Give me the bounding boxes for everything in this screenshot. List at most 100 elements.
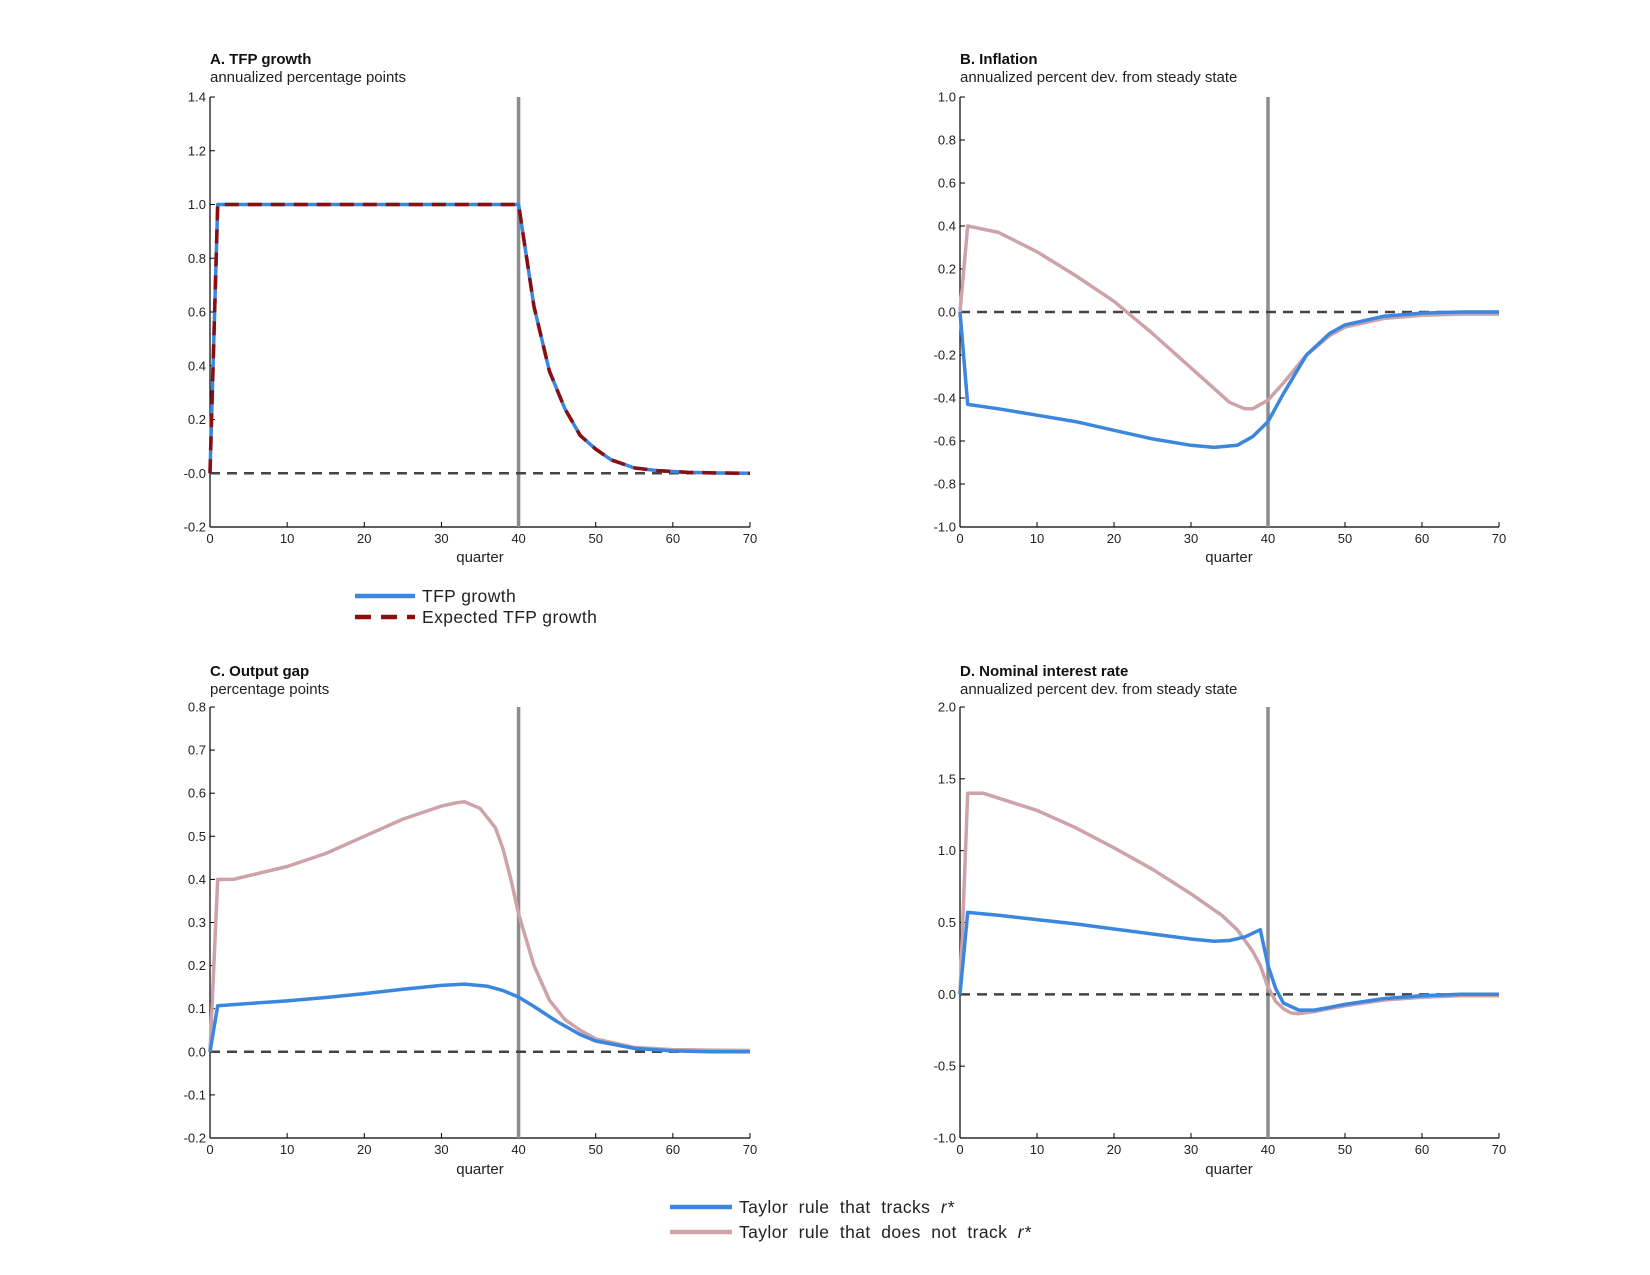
panel-d-series-pink-line — [958, 791, 1499, 1016]
legend-tracks-rstar-text: Taylor rule that tracks — [739, 1197, 941, 1217]
panel-b-ytick-label: -0.8 — [934, 477, 956, 492]
legend-tracks-rstar-symbol: r* — [941, 1197, 955, 1217]
panel-a-ytick-label: -0.0 — [184, 466, 206, 481]
panel-b-series-pink-line — [958, 224, 1499, 411]
panel-a-ytick-label: -0.2 — [184, 520, 206, 535]
panel-d-xtick-label: 10 — [1030, 1142, 1044, 1157]
panel-a-xtick-label: 50 — [588, 531, 602, 546]
panel-c-ytick-label: -0.1 — [184, 1087, 206, 1102]
legend-taylor-rules: Taylor rule that tracks r* Taylor rule t… — [670, 1197, 1032, 1242]
panel-d-ytick-label: 0.0 — [938, 987, 956, 1002]
panel-d-xtick-label: 30 — [1184, 1142, 1198, 1157]
panel-d-nominal-interest-rate: D. Nominal interest rate annualized perc… — [934, 663, 1507, 1178]
panel-c-xtick-label: 20 — [357, 1142, 371, 1157]
panel-b-xtick-label: 50 — [1338, 531, 1352, 546]
panel-a-ytick-label: 1.0 — [188, 197, 206, 212]
panel-a-ytick-label: 0.6 — [188, 305, 206, 320]
panel-c-xtick-label: 60 — [666, 1142, 680, 1157]
panel-b-ytick-label: -1.0 — [934, 520, 956, 535]
panel-b-xtick-label: 60 — [1415, 531, 1429, 546]
legend-tfp-growth-label: TFP growth — [422, 586, 516, 606]
panel-b-xlabel: quarter — [1205, 549, 1253, 566]
panel-c-subtitle: percentage points — [210, 681, 329, 698]
panel-c-ytick-label: 0.3 — [188, 915, 206, 930]
panel-b-ytick-label: -0.2 — [934, 348, 956, 363]
panel-c-xtick-label: 50 — [588, 1142, 602, 1157]
panel-b-ytick-label: 0.2 — [938, 262, 956, 277]
panel-d-xtick-label: 50 — [1338, 1142, 1352, 1157]
panel-b-xtick-label: 0 — [956, 531, 963, 546]
legend-tfp: TFP growth Expected TFP growth — [355, 586, 597, 627]
panel-d-ytick-label: -1.0 — [934, 1131, 956, 1146]
panel-c-ytick-label: 0.7 — [188, 743, 206, 758]
legend-not-tracks-rstar-label: Taylor rule that does not track r* — [739, 1222, 1032, 1242]
panel-c-xtick-label: 0 — [206, 1142, 213, 1157]
panel-b-ytick-label: 0.4 — [938, 219, 956, 234]
panel-d-xtick-label: 70 — [1492, 1142, 1506, 1157]
panel-a-xtick-label: 0 — [206, 531, 213, 546]
panel-c-series-blue-line — [208, 982, 750, 1054]
panel-a-ytick-label: 0.2 — [188, 412, 206, 427]
panel-c-xtick-label: 10 — [280, 1142, 294, 1157]
legend-not-tracks-rstar-symbol: r* — [1018, 1222, 1032, 1242]
panel-a-xtick-label: 60 — [666, 531, 680, 546]
panel-d-ytick-label: 0.5 — [938, 915, 956, 930]
panel-b-xtick-label: 40 — [1261, 531, 1275, 546]
panel-a-ytick-label: 0.4 — [188, 358, 206, 373]
panel-c-ytick-label: 0.1 — [188, 1001, 206, 1016]
panel-b-ytick-label: -0.4 — [934, 391, 956, 406]
panel-b-inflation: B. Inflation annualized percent dev. fro… — [934, 51, 1507, 566]
panel-d-series-blue-line — [958, 910, 1499, 1012]
panel-a-xlabel: quarter — [456, 549, 504, 566]
panel-b-ytick-label: 0.8 — [938, 133, 956, 148]
panel-b-xtick-label: 20 — [1107, 531, 1121, 546]
panel-c-xlabel: quarter — [456, 1161, 504, 1178]
legend-tracks-rstar-label: Taylor rule that tracks r* — [739, 1197, 955, 1217]
panel-b-xtick-label: 70 — [1492, 531, 1506, 546]
panel-b-title: B. Inflation — [960, 51, 1038, 68]
panel-c-ytick-label: 0.0 — [188, 1044, 206, 1059]
panel-b-ytick-label: 1.0 — [938, 90, 956, 105]
panel-a-subtitle: annualized percentage points — [210, 69, 406, 86]
panel-b-subtitle: annualized percent dev. from steady stat… — [960, 69, 1237, 86]
panel-a-series-darkred-line — [208, 202, 751, 476]
panel-d-xtick-label: 20 — [1107, 1142, 1121, 1157]
panel-c-xtick-label: 40 — [511, 1142, 525, 1157]
panel-d-ytick-label: -0.5 — [934, 1059, 956, 1074]
panel-a-xtick-label: 40 — [511, 531, 525, 546]
panel-a-series-blue-line — [208, 202, 751, 476]
panel-d-xtick-label: 0 — [956, 1142, 963, 1157]
panel-b-xtick-label: 10 — [1030, 531, 1044, 546]
panel-c-ytick-label: 0.4 — [188, 872, 206, 887]
panel-d-ytick-label: 2.0 — [938, 700, 956, 715]
panel-c-ytick-label: 0.8 — [188, 700, 206, 715]
panel-a-tfp-growth: A. TFP growth annualized percentage poin… — [184, 51, 758, 566]
legend-expected-tfp-growth-label: Expected TFP growth — [422, 607, 597, 627]
panel-c-ytick-label: 0.2 — [188, 958, 206, 973]
panel-d-xlabel: quarter — [1205, 1161, 1253, 1178]
panel-d-subtitle: annualized percent dev. from steady stat… — [960, 681, 1237, 698]
panel-c-output-gap: C. Output gap percentage points quarter … — [184, 663, 758, 1178]
panel-a-ytick-label: 1.2 — [188, 143, 206, 158]
panel-c-series-pink-line — [208, 800, 751, 1053]
panel-b-ytick-label: -0.6 — [934, 434, 956, 449]
panel-a-title: A. TFP growth — [210, 51, 311, 68]
panel-a-ytick-label: 1.4 — [188, 90, 206, 105]
panel-b-ytick-label: 0.6 — [938, 176, 956, 191]
panel-b-xtick-label: 30 — [1184, 531, 1198, 546]
panel-b-series-blue-line — [958, 310, 1499, 450]
panel-a-ytick-label: 0.8 — [188, 251, 206, 266]
panel-c-ytick-label: -0.2 — [184, 1131, 206, 1146]
panel-c-xtick-label: 30 — [434, 1142, 448, 1157]
panel-a-xtick-label: 10 — [280, 531, 294, 546]
panel-d-xtick-label: 40 — [1261, 1142, 1275, 1157]
panel-c-title: C. Output gap — [210, 663, 309, 680]
panel-b-ytick-label: 0.0 — [938, 305, 956, 320]
panel-c-xtick-label: 70 — [743, 1142, 757, 1157]
panel-a-xtick-label: 70 — [743, 531, 757, 546]
panel-c-ytick-label: 0.5 — [188, 829, 206, 844]
panel-a-xtick-label: 30 — [434, 531, 448, 546]
legend-not-tracks-rstar-text: Taylor rule that does not track — [739, 1222, 1018, 1242]
panel-c-ytick-label: 0.6 — [188, 786, 206, 801]
